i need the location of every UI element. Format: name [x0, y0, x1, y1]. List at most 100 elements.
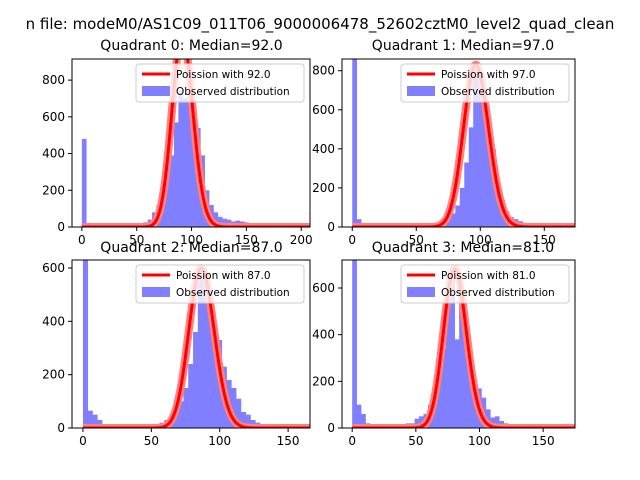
x-tick-label: 0	[79, 434, 87, 448]
plot-title: Quadrant 2: Median=87.0	[100, 240, 282, 256]
histogram-bar	[463, 330, 469, 428]
x-tick-label: 100	[469, 233, 492, 247]
legend-bar-swatch	[142, 86, 170, 96]
histogram-bar	[197, 278, 203, 428]
y-tick-label: 200	[42, 183, 65, 197]
histogram-bar	[87, 410, 93, 428]
histogram-bar	[455, 205, 461, 227]
legend-label: Observed distribution	[441, 86, 555, 98]
histogram-bar	[491, 148, 496, 227]
y-tick-label: 600	[42, 110, 65, 124]
histogram-bar	[202, 278, 208, 428]
y-tick-label: 400	[312, 328, 335, 342]
x-tick-label: 0	[348, 233, 356, 247]
histogram-bar	[213, 212, 219, 227]
histogram-bar	[352, 260, 357, 428]
quadrant-1-plot: 0 50 100 150 0 200 400 600 800 Poission with 97.0…	[312, 38, 576, 247]
legend-label: Observed distribution	[441, 287, 555, 299]
plot-title: Quadrant 3: Median=81.0	[372, 240, 554, 256]
legend-box	[400, 264, 570, 304]
y-tick-label: 600	[312, 103, 335, 117]
x-tick-label: 150	[235, 233, 258, 247]
histogram-bar	[217, 216, 223, 227]
histogram-bar	[81, 138, 87, 227]
histogram-bar	[473, 74, 479, 227]
plot-title: Quadrant 0: Median=92.0	[100, 38, 282, 54]
histogram-bar	[464, 162, 470, 227]
histogram-bar	[82, 260, 89, 428]
suptitle: n file: modeM0/AS1C09_011T06_9000006478_…	[26, 15, 615, 34]
histogram-bar	[445, 309, 451, 428]
histogram-bar	[436, 365, 442, 428]
y-tick-label: 0	[57, 220, 65, 234]
histogram-bar	[173, 412, 179, 428]
histogram-bar	[459, 299, 464, 428]
histogram-bar	[486, 117, 492, 227]
x-tick-label: 100	[180, 233, 203, 247]
legend-label: Poission with 81.0	[441, 270, 536, 282]
y-tick-label: 0	[57, 421, 65, 435]
histogram-bar	[450, 213, 456, 227]
histogram-bar	[454, 339, 460, 428]
histogram-bar	[178, 401, 184, 428]
histogram-bar	[361, 414, 366, 428]
x-tick-label: 200	[290, 233, 313, 247]
histogram-bar	[236, 398, 242, 428]
histogram-bar	[245, 414, 251, 428]
legend-bar-swatch	[407, 86, 435, 96]
y-tick-label: 200	[312, 374, 335, 388]
histogram-bar	[92, 414, 98, 428]
legend-box	[135, 264, 305, 304]
histogram-bar	[174, 122, 179, 227]
legend-label: Poission with 92.0	[176, 69, 271, 81]
poisson-line	[80, 59, 310, 227]
legend-bar-swatch	[142, 287, 170, 297]
plot-title: Quadrant 1: Median=97.0	[372, 38, 554, 54]
histogram-bar	[165, 164, 170, 227]
histogram-bar	[441, 348, 447, 428]
y-tick-label: 0	[327, 220, 335, 234]
histogram-bar	[212, 324, 218, 428]
x-tick-label: 50	[144, 434, 159, 448]
y-tick-label: 400	[42, 314, 65, 328]
x-tick-label: 50	[408, 434, 423, 448]
histogram-bar	[494, 416, 500, 428]
legend-label: Observed distribution	[176, 86, 290, 98]
histogram-bar	[356, 404, 362, 428]
poisson-line	[351, 267, 575, 428]
histogram-bar	[468, 127, 474, 227]
histogram-bar	[477, 68, 483, 227]
x-tick-label: 50	[129, 233, 144, 247]
axes-frame	[341, 58, 576, 228]
legend-label: Observed distribution	[176, 287, 290, 299]
legend: Poission with 97.0 Observed distribution	[400, 63, 570, 103]
quadrant-2-plot: 0 50 100 150 0 200 400 600 Poission with 87.0 Obs…	[42, 240, 311, 448]
x-tick-label: 50	[409, 233, 424, 247]
histogram-bar	[446, 219, 452, 227]
histogram-bar	[193, 332, 199, 428]
quadrant-3-plot: 0 50 100 150 0 200 400 600 Poission with 81.0 Obs…	[312, 240, 576, 448]
x-tick-label: 150	[533, 233, 556, 247]
histogram-bar	[468, 365, 473, 428]
histogram-bar	[450, 278, 455, 428]
histogram-bar	[187, 80, 192, 227]
legend: Poission with 81.0 Observed distribution	[400, 264, 570, 304]
histogram-bar	[459, 187, 465, 227]
y-tick-label: 600	[312, 281, 335, 295]
histogram-bar	[240, 412, 247, 428]
x-tick-label: 0	[78, 233, 86, 247]
y-tick-label: 400	[312, 142, 335, 156]
quadrant-0-plot: 0 50 100 150 200 0 200 400 600 800 Poission with 9…	[42, 38, 313, 247]
y-tick-label: 200	[42, 368, 65, 382]
y-tick-label: 800	[42, 73, 65, 87]
poisson-line	[351, 63, 575, 227]
axes-frame	[341, 259, 576, 429]
y-tick-label: 800	[312, 64, 335, 78]
histogram-bar	[188, 364, 194, 428]
y-tick-label: 600	[42, 261, 65, 275]
legend-box	[400, 63, 570, 103]
axes-frame	[71, 259, 311, 429]
x-tick-label: 150	[277, 434, 300, 448]
histogram-bar	[191, 124, 197, 227]
